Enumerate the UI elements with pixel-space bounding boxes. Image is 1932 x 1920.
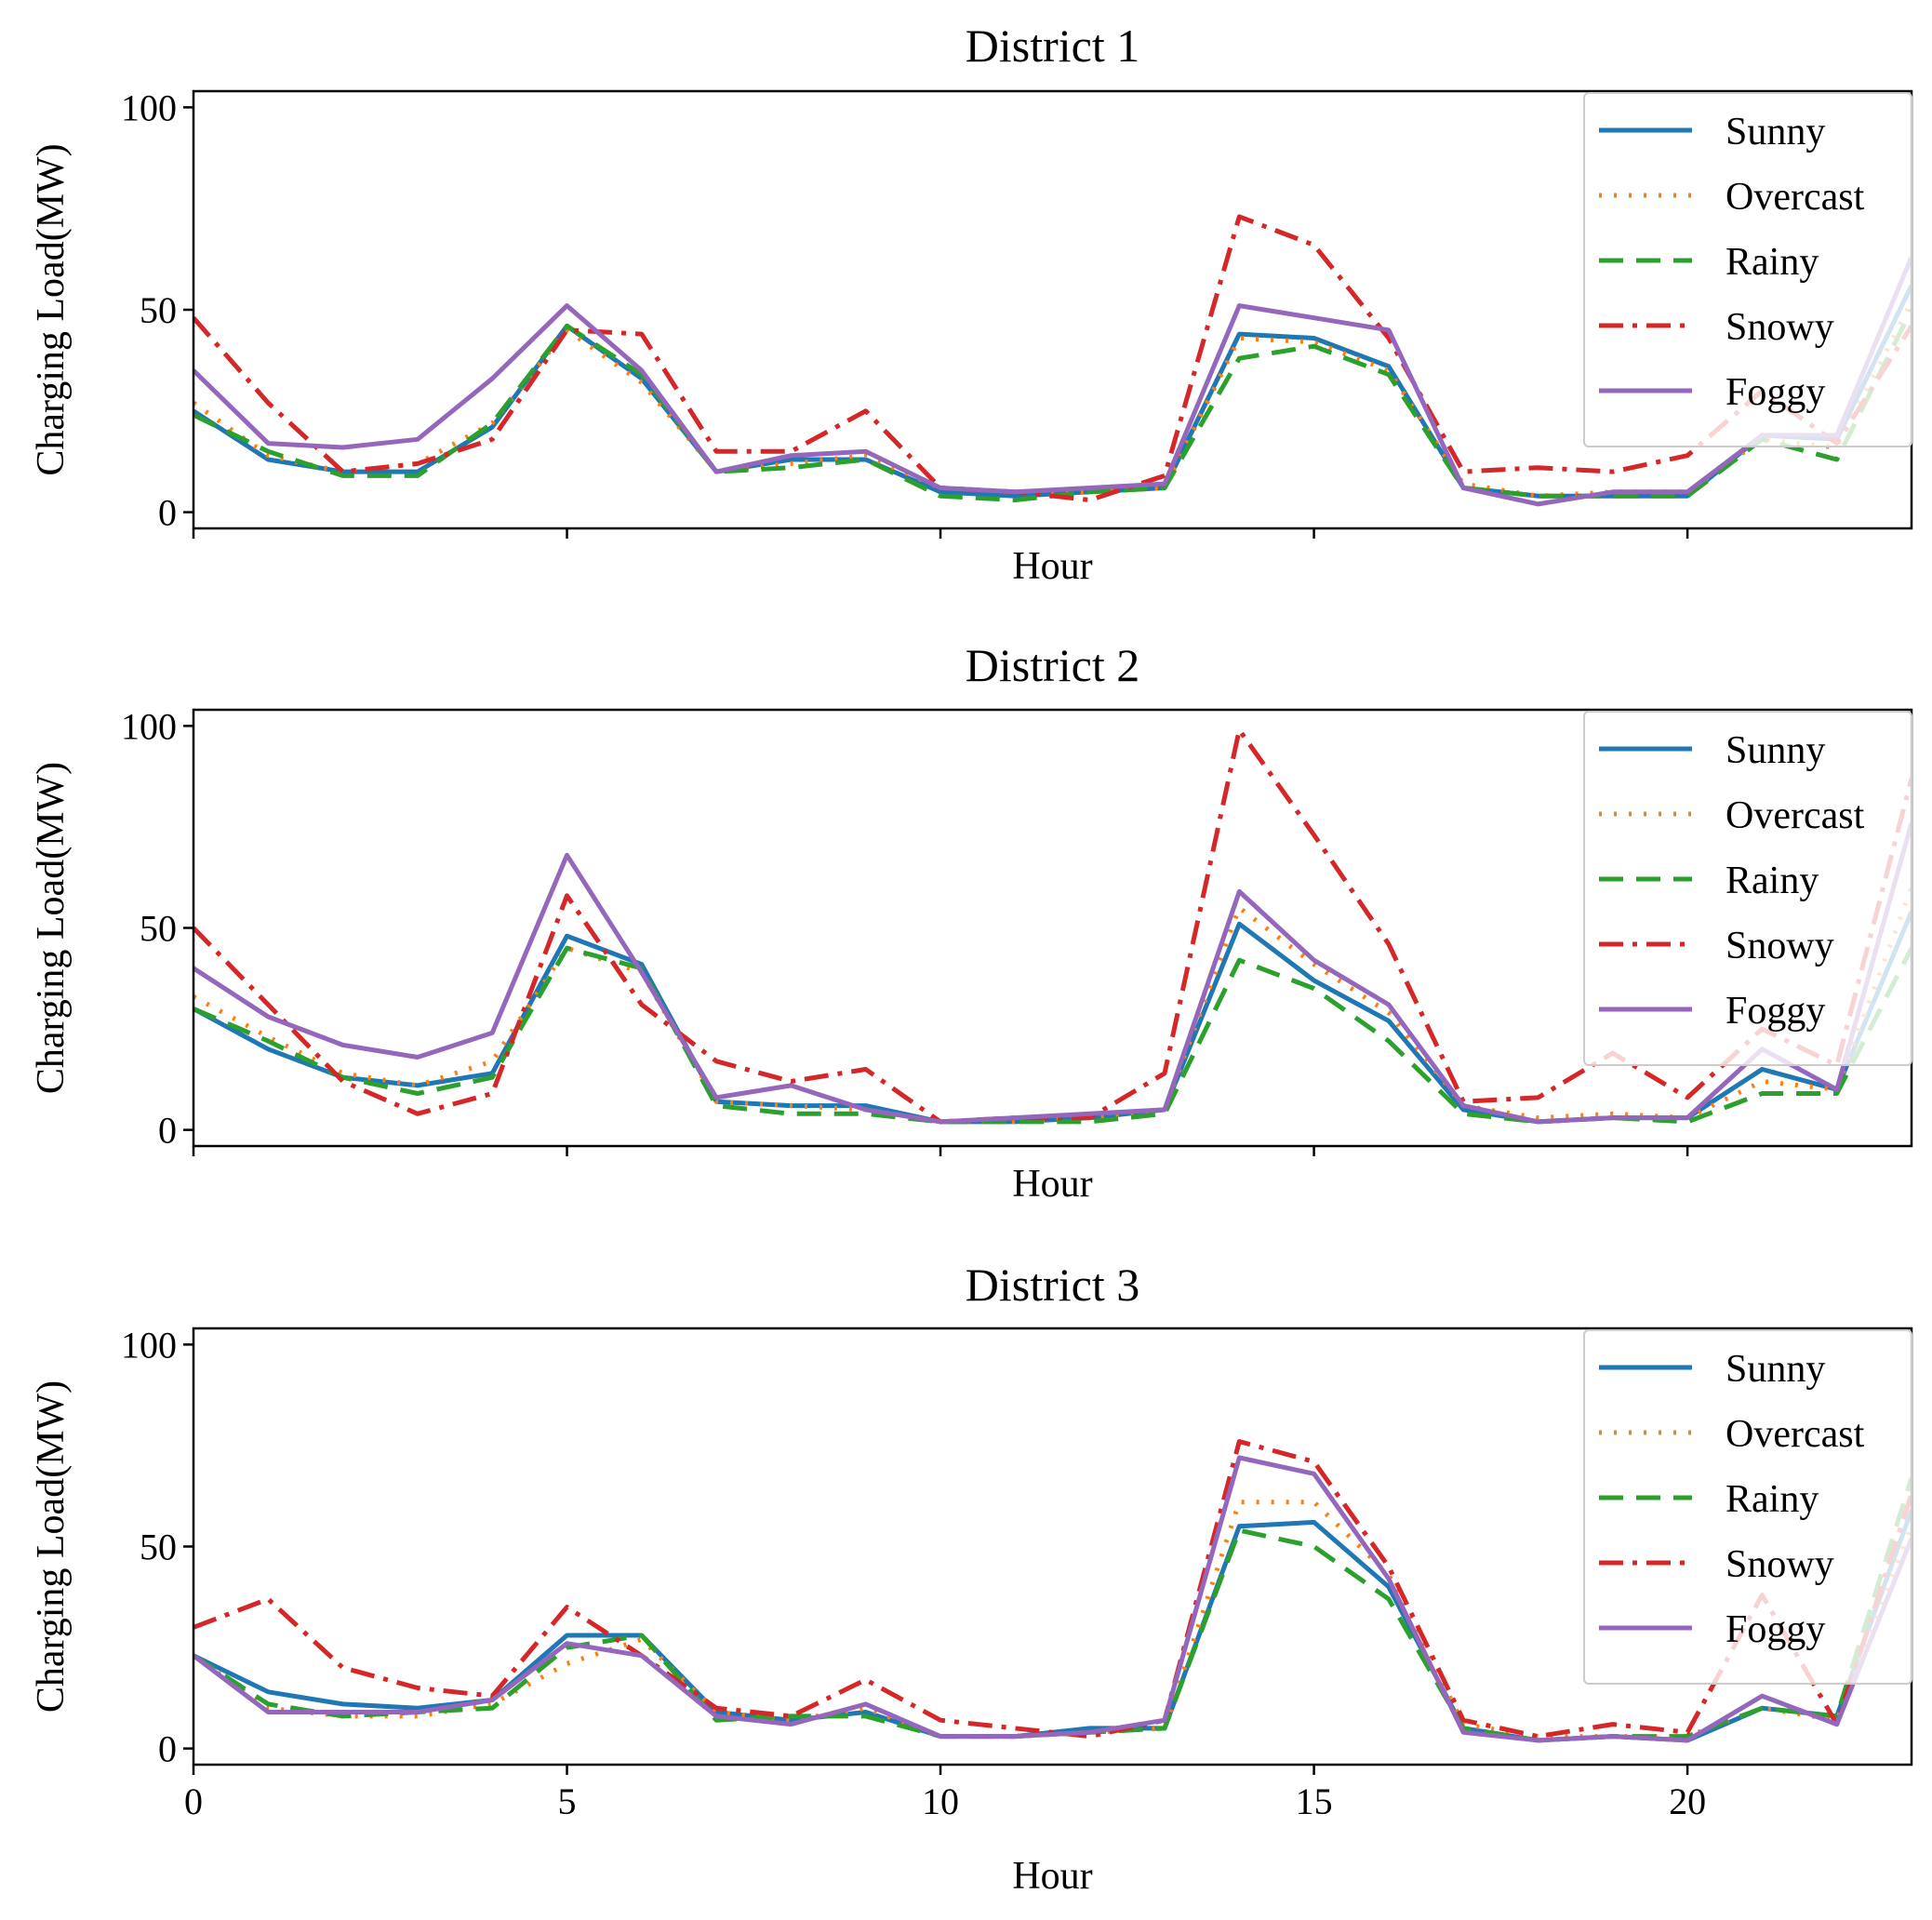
legend-label-overcast: Overcast <box>1725 176 1865 219</box>
legend-label-snowy: Snowy <box>1725 306 1834 349</box>
legend-label-sunny: Sunny <box>1725 111 1825 153</box>
legend: Sunny Overcast Rainy Snowy Foggy <box>1583 92 1912 447</box>
y-tick-label: 50 <box>140 1527 177 1568</box>
chart-panel-2: District 2 0 50 100 Hour Charging Load(MW) Sun… <box>30 639 1913 1206</box>
x-tick-label: 10 <box>922 1780 959 1822</box>
x-tick-label: 5 <box>558 1780 577 1822</box>
legend-label-snowy: Snowy <box>1725 925 1834 967</box>
y-axis-label: Charging Load(MW) <box>30 1380 73 1713</box>
legend-label-sunny: Sunny <box>1725 1348 1825 1391</box>
x-axis-label: Hour <box>1012 545 1092 588</box>
y-tick-label: 100 <box>121 1324 177 1366</box>
chart-panel-1: District 1 0 50 100 Hour Charging Load(MW) Sun… <box>30 20 1913 588</box>
legend-box <box>1583 92 1912 447</box>
series-line-snowy <box>193 214 1912 502</box>
y-tick-label: 100 <box>121 705 177 747</box>
legend-label-rainy: Rainy <box>1725 241 1819 284</box>
legend-label-foggy: Foggy <box>1725 990 1825 1033</box>
x-axis-label: Hour <box>1012 1855 1092 1898</box>
series-line-foggy <box>193 1455 1912 1743</box>
x-tick-label: 0 <box>184 1780 203 1822</box>
legend-label-foggy: Foggy <box>1725 371 1825 414</box>
series-group <box>193 1439 1912 1743</box>
y-axis-label: Charging Load(MW) <box>30 143 73 475</box>
legend-label-overcast: Overcast <box>1725 1413 1865 1456</box>
y-tick-label: 50 <box>140 908 177 950</box>
series-line-foggy <box>193 821 1912 1125</box>
legend-label-rainy: Rainy <box>1725 1478 1819 1521</box>
x-tick-label: 20 <box>1669 1780 1706 1822</box>
legend-box <box>1583 1329 1912 1685</box>
y-tick-label: 0 <box>158 1728 177 1770</box>
legend: Sunny Overcast Rainy Snowy Foggy <box>1583 711 1912 1066</box>
y-tick-label: 0 <box>158 492 177 534</box>
series-group <box>193 727 1912 1125</box>
x-tick-label: 15 <box>1296 1780 1333 1822</box>
x-axis-label: Hour <box>1012 1163 1092 1206</box>
legend-label-sunny: Sunny <box>1725 729 1825 772</box>
chart-title: District 1 <box>966 20 1139 72</box>
legend: Sunny Overcast Rainy Snowy Foggy <box>1583 1329 1912 1685</box>
series-line-overcast <box>193 887 1912 1125</box>
legend-label-snowy: Snowy <box>1725 1543 1834 1586</box>
y-axis-label: Charging Load(MW) <box>30 762 73 1094</box>
y-tick-label: 100 <box>121 87 177 128</box>
legend-box <box>1583 711 1912 1066</box>
chart-title: District 2 <box>966 639 1139 691</box>
y-tick-label: 50 <box>140 289 177 331</box>
chart-title: District 3 <box>966 1259 1139 1311</box>
series-group <box>193 214 1912 507</box>
series-line-foggy <box>193 256 1912 507</box>
legend-label-overcast: Overcast <box>1725 794 1865 837</box>
legend-label-rainy: Rainy <box>1725 860 1819 902</box>
legend-label-foggy: Foggy <box>1725 1608 1825 1651</box>
y-tick-label: 0 <box>158 1110 177 1152</box>
chart-panel-3: District 3 0 50 100 0 5 10 15 20 Hour Charging Loa… <box>30 1259 1913 1898</box>
